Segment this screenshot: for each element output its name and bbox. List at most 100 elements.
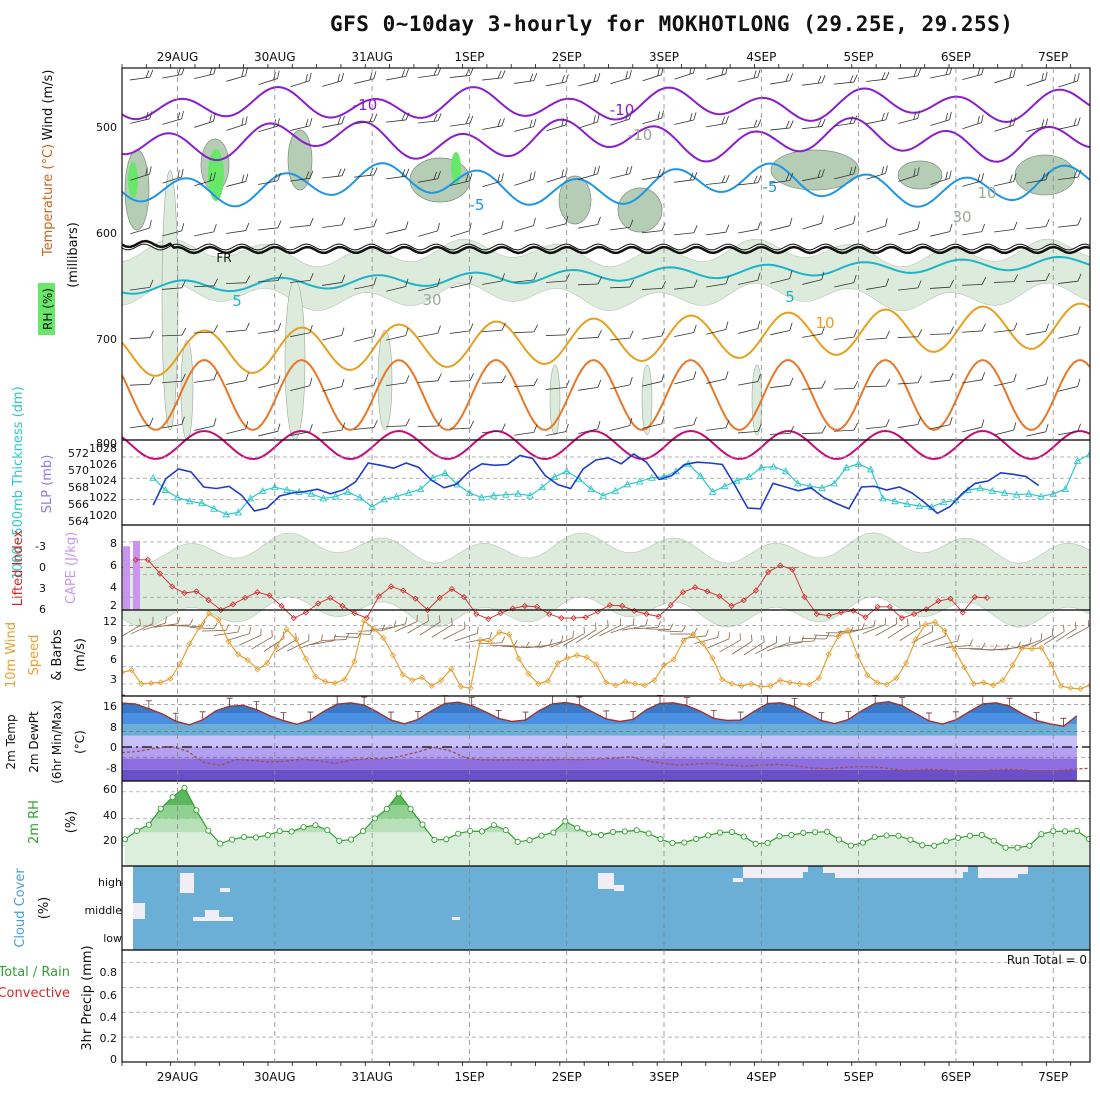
wind-speed-point	[980, 679, 987, 686]
lifted-index-point	[412, 595, 419, 602]
wind-barb	[142, 616, 167, 631]
cape-tick-label: 6	[110, 559, 117, 572]
wind-speed-point	[496, 629, 503, 636]
wind-barb	[385, 418, 410, 428]
rh-point	[907, 836, 914, 843]
wind-barb	[450, 68, 474, 78]
wind-barb	[322, 422, 346, 434]
wind-speed-point	[177, 660, 184, 667]
wind-barb	[961, 323, 986, 333]
temp-minmax-bar	[468, 697, 475, 706]
temp-band	[122, 735, 1077, 747]
wind-barb	[610, 219, 634, 231]
wind-speed-point	[225, 638, 232, 645]
thickness-point	[380, 495, 389, 503]
temp-minmax-bar	[764, 695, 771, 704]
wind-barb	[1058, 423, 1081, 436]
wind-barb	[226, 322, 250, 333]
thickness-tick-label: 566	[68, 498, 89, 511]
wind-barb	[1058, 273, 1082, 284]
wind-speed-point	[196, 624, 203, 631]
wind-barb	[354, 377, 377, 390]
wind-barb	[778, 635, 804, 648]
y-tick-label: 0.8	[100, 966, 118, 979]
wind-barb	[802, 118, 826, 130]
wind-speed-point	[1038, 644, 1045, 652]
wind-barb	[189, 622, 218, 630]
wind-barb	[743, 635, 765, 656]
wind-speed-point	[583, 654, 590, 661]
cloud-gap	[598, 873, 614, 889]
wind-barb	[482, 70, 506, 81]
wind-barb	[738, 119, 762, 130]
contour-label: 5	[785, 288, 795, 306]
x-label-bottom: 4SEP	[746, 1070, 776, 1084]
lifted-index-point	[315, 600, 322, 607]
temp-minmax-bar	[280, 712, 287, 721]
lifted-index-point	[971, 593, 978, 601]
wind-barb	[514, 272, 538, 283]
wind-speed-point	[864, 672, 871, 679]
cloud-axis-label: Cloud Cover	[13, 868, 28, 948]
cape-bar	[123, 546, 130, 610]
wind-barb	[322, 115, 345, 128]
slp-axis-label: SLP (mb)	[40, 455, 55, 514]
rh-column	[641, 364, 653, 436]
rh-point	[800, 829, 807, 836]
thickness-point	[587, 485, 595, 493]
rh-point	[324, 827, 331, 834]
rh-point	[574, 824, 581, 832]
thickness-point	[319, 494, 328, 502]
wind-speed-point	[477, 637, 484, 644]
rh-band	[125, 818, 1089, 833]
thickness-point	[611, 486, 620, 494]
wind-barb	[838, 623, 865, 633]
temp-line	[122, 700, 1078, 728]
y-tick-label: 16	[103, 700, 117, 713]
wind-barb	[386, 375, 410, 386]
wind-barb	[897, 375, 922, 385]
cape-tick-label: 2	[110, 599, 117, 612]
wind-speed-point	[322, 678, 329, 685]
wind-barb	[417, 418, 443, 428]
wind-barb	[290, 273, 314, 283]
cloud-gap	[614, 885, 624, 891]
wind-barb	[769, 426, 795, 435]
temp-minmax-bar	[388, 711, 394, 721]
rh-point	[609, 828, 616, 836]
x-label-bottom: 1SEP	[454, 1070, 484, 1084]
wind-barb	[419, 615, 441, 636]
thickness-point	[258, 486, 267, 494]
x-label-top: 2SEP	[552, 50, 582, 64]
wind-barb	[738, 175, 762, 186]
wind-barb	[514, 424, 538, 436]
wind-barb	[770, 322, 793, 336]
rh-point	[645, 830, 652, 837]
temp-minmax-bar	[710, 709, 717, 719]
lifted-index-point	[813, 610, 820, 618]
lifted-index-point	[910, 610, 918, 618]
cloud-gap	[205, 910, 219, 918]
wind-barb	[587, 620, 609, 640]
wind-barb	[162, 169, 184, 184]
wind-barb	[194, 372, 218, 383]
contour-label: -10	[610, 101, 635, 119]
rh-point	[1085, 835, 1090, 843]
wind-barb	[354, 328, 377, 342]
slp-tick-label: 1028	[89, 442, 117, 455]
cloud-level-label: high	[98, 876, 122, 889]
thickness-point	[988, 486, 997, 494]
rh-point	[145, 821, 152, 828]
wind-speed-point	[883, 681, 890, 688]
lifted-index-point	[254, 589, 261, 596]
wind-barb	[162, 416, 185, 429]
rh-point	[895, 832, 902, 839]
y-tick-label: 600	[96, 227, 117, 240]
wind-speed-point	[147, 680, 155, 687]
rh-point	[252, 834, 259, 841]
wind-barb	[418, 278, 441, 292]
wind-barb	[609, 279, 635, 289]
lifted-index-point	[229, 601, 237, 608]
wind-speed-point	[544, 677, 551, 685]
temp-minmax-bar	[1033, 712, 1040, 721]
